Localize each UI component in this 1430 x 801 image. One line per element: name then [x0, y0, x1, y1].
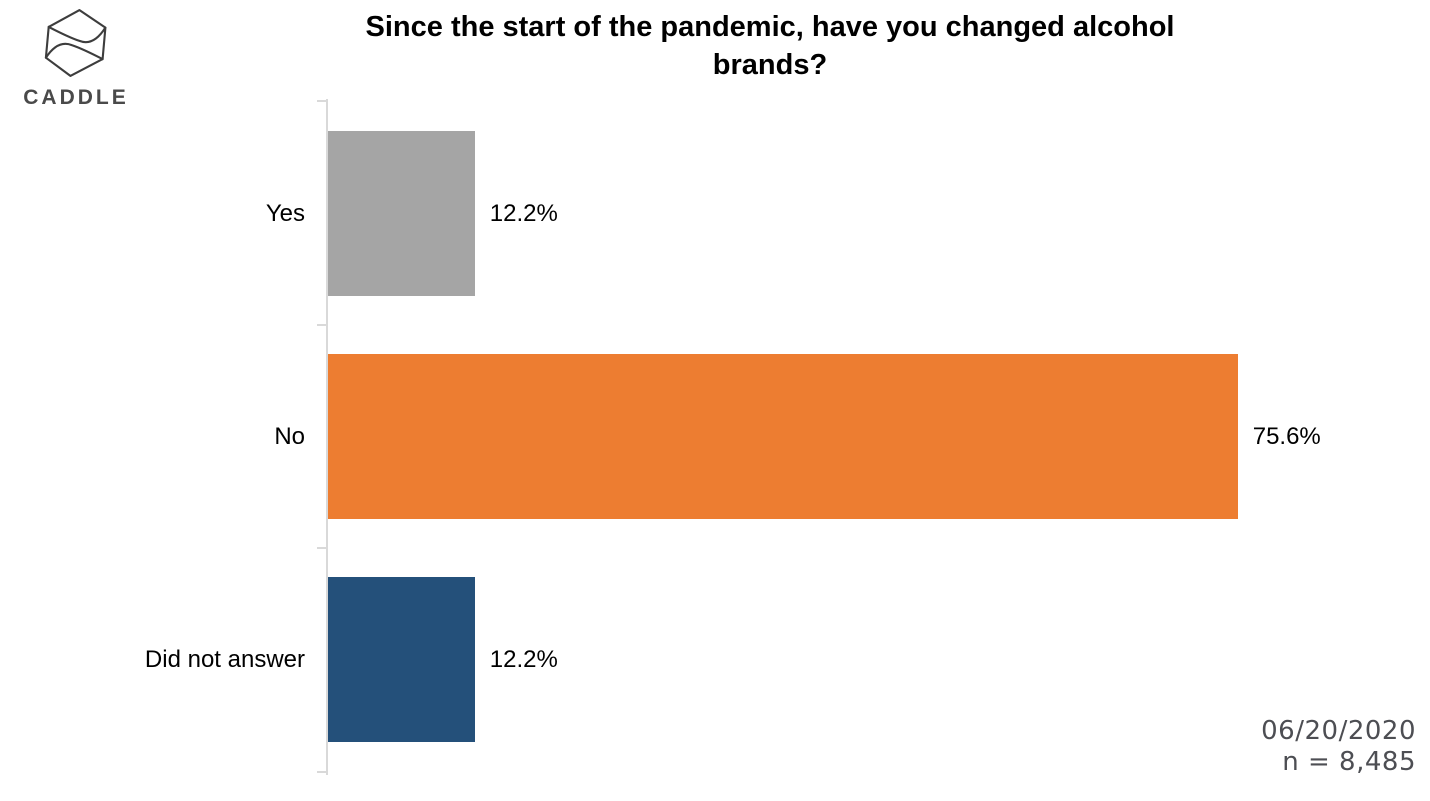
category-label: Yes [265, 199, 305, 227]
bar-row: Did not answer 12.2% [0, 548, 1430, 771]
value-label: 75.6% [1252, 422, 1321, 450]
brand-name: CADDLE [23, 86, 129, 109]
axis-tick [317, 100, 326, 102]
bar [328, 131, 475, 296]
category-label: Did not answer [144, 645, 305, 673]
bar-row: Yes 12.2% [0, 102, 1430, 325]
category-label: No [274, 422, 305, 450]
chart-title-line-1: Since the start of the pandemic, have yo… [365, 11, 1175, 43]
footer-note: 06/20/2020 n = 8,485 [1261, 716, 1416, 778]
chart-title-line-2: brands? [712, 49, 828, 81]
axis-tick [317, 771, 326, 773]
bar-area: 12.2% [328, 131, 1411, 296]
bar-area: 75.6% [328, 354, 1411, 519]
survey-date: 06/20/2020 [1261, 716, 1416, 746]
value-label: 12.2% [489, 199, 558, 227]
axis-tick [317, 324, 326, 326]
sample-size: n = 8,485 [1282, 747, 1416, 777]
value-label: 12.2% [489, 645, 558, 673]
bar-area: 12.2% [328, 577, 1411, 742]
axis-tick [317, 547, 326, 549]
bar-row: No 75.6% [0, 325, 1430, 548]
bar [328, 354, 1238, 519]
caddle-hexagon-icon [44, 9, 107, 77]
bar [328, 577, 475, 742]
caddle-logo: CADDLE [14, 6, 138, 110]
y-axis-line [326, 99, 328, 775]
chart-title: Since the start of the pandemic, have yo… [285, 8, 1255, 84]
